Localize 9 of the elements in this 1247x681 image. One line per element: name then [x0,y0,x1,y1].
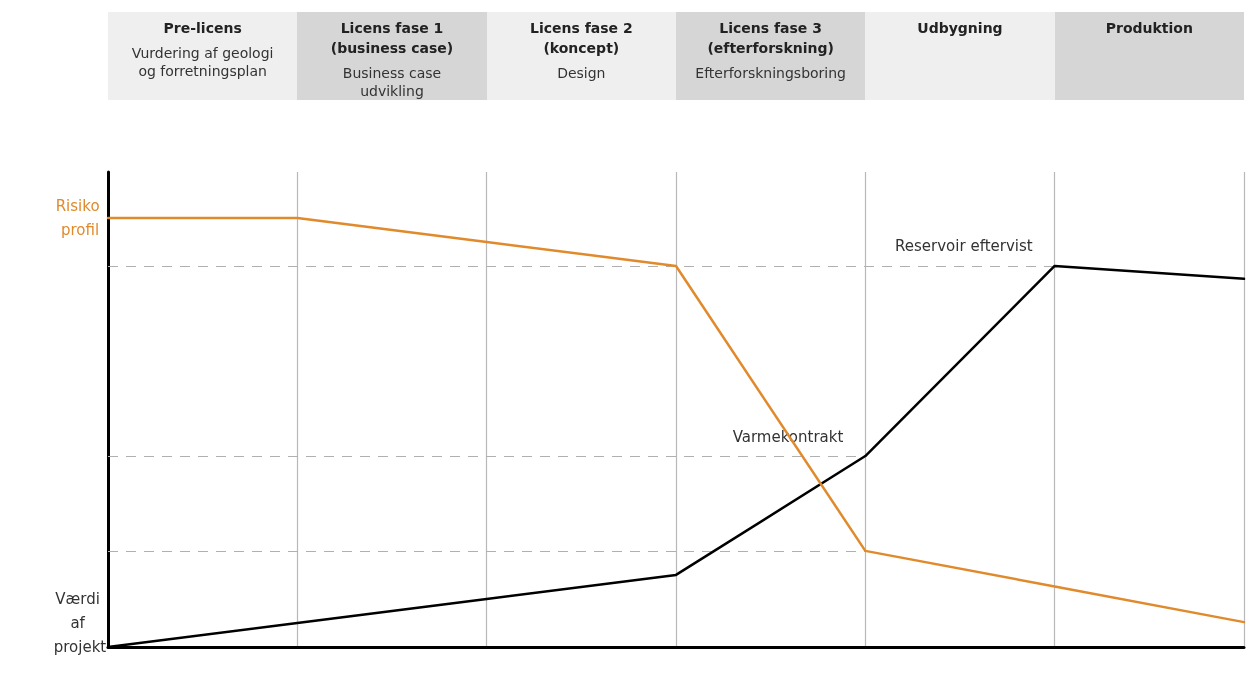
phase-panel: Pre-licens Vurdering af geologi og forretningsplan [108,12,298,100]
phase-panel: Licens fase 3 (efterforskning) Efterforskningsboring [676,12,866,100]
phase-panel: Produktion [1054,12,1244,100]
phase-panel: Licens fase 1 (business case) Business case udvikling [297,12,487,100]
series-label: Risiko profil [55,196,105,239]
phase-panel: Licens fase 2 (koncept) Design [486,12,676,100]
series-label: Værdi af projekt [53,590,107,656]
phase-panel: Udbygning [865,12,1055,100]
annotation: Reservoir eftervist [895,237,1033,256]
